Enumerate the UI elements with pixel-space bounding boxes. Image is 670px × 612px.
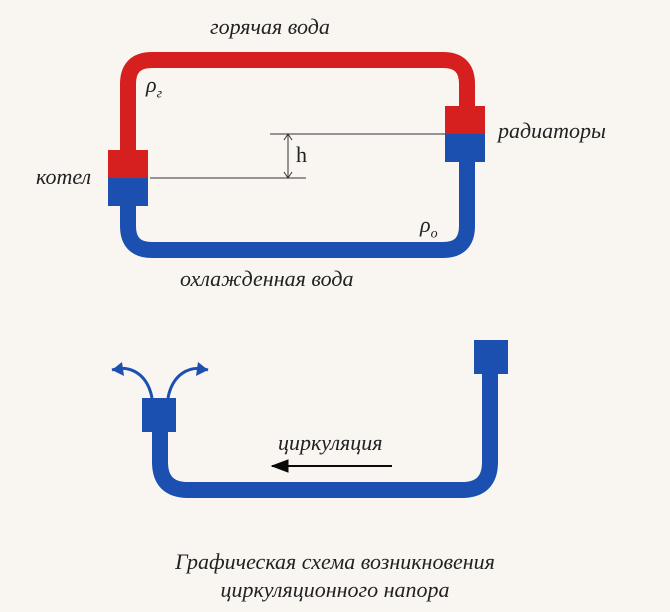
outflow-arrows	[112, 362, 208, 398]
caption-line-2: циркуляционного напора	[0, 576, 670, 604]
bottom-left-box	[142, 398, 176, 432]
label-radiators: радиаторы	[498, 118, 606, 144]
label-cooled-water: охлажденная вода	[180, 266, 353, 292]
label-rho-cold: ρо	[420, 212, 438, 242]
label-hot-water: горячая вода	[210, 14, 330, 40]
caption-line-1: Графическая схема возникновения	[0, 548, 670, 576]
diagram-svg	[0, 0, 670, 612]
caption: Графическая схема возникновения циркуляц…	[0, 548, 670, 603]
boiler-box	[108, 150, 148, 206]
radiator-box	[445, 106, 485, 162]
hot-pipe-top-loop	[128, 60, 467, 150]
diagram-canvas: горячая вода радиаторы котел охлажденная…	[0, 0, 670, 612]
circulation-arrow	[272, 460, 392, 472]
label-boiler: котел	[36, 164, 91, 190]
bottom-loop	[112, 340, 508, 490]
label-circulation: циркуляция	[278, 430, 383, 456]
bottom-right-box	[474, 340, 508, 374]
cold-pipe-top-loop	[128, 162, 467, 250]
label-rho-hot: ρг	[146, 72, 162, 102]
label-height: h	[296, 142, 307, 168]
